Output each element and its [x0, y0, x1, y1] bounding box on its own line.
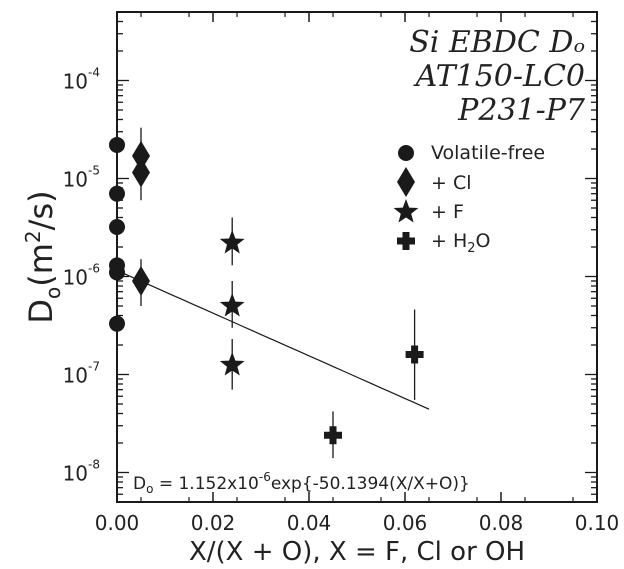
legend-diamond-symbol [397, 167, 415, 197]
legend-label-volatile-free: Volatile-free [431, 142, 545, 164]
star-point [219, 352, 245, 376]
star-point [219, 229, 245, 254]
legend-star-symbol [393, 199, 419, 223]
y-axis-label-rest: (m [22, 243, 60, 287]
x-tick-labels: 0.00 0.02 0.04 0.06 0.08 0.10 [95, 511, 620, 535]
y-tick-label: 10-5 [63, 163, 100, 191]
plus-point [405, 345, 424, 364]
legend-label-h2o-sub: 2 [467, 241, 475, 256]
legend-label-cl: + Cl [431, 172, 472, 194]
y-tick-label-exp: -7 [88, 359, 100, 373]
axis-ticks [116, 11, 598, 503]
legend-label-h2o-base: + H [431, 230, 467, 252]
circle-point [109, 264, 125, 281]
y-tick-label-base: 10 [63, 167, 88, 191]
y-axis-label-sup: 2 [21, 230, 45, 243]
x-tick-label: 0.02 [191, 511, 236, 535]
y-tick-label-base: 10 [63, 265, 88, 289]
legend-plus-marker [397, 232, 415, 250]
legend-item-cl: + Cl [397, 167, 472, 197]
circle-point [109, 136, 125, 153]
legend-plus-symbol [397, 232, 415, 250]
y-tick-label-exp: -5 [88, 163, 100, 177]
plus-point [324, 426, 342, 445]
y-tick-label-base: 10 [63, 69, 88, 93]
chart-title-line-2: AT150-LC0 [413, 59, 585, 94]
x-tick-label: 0.08 [479, 511, 524, 535]
star-point [219, 293, 245, 317]
plot-frame [116, 11, 598, 503]
x-tick-label: 0.04 [287, 511, 332, 535]
y-axis-label-sub: o [41, 287, 65, 299]
legend-circle-symbol [398, 145, 414, 161]
x-tick-label: 0.00 [95, 511, 140, 535]
legend-item-h2o: + H2O [397, 230, 491, 256]
fit-equation-lhs-sub: o [146, 482, 153, 496]
y-tick-label-exp: -6 [88, 261, 100, 275]
legend-circle-marker [398, 145, 414, 161]
circle-point [109, 185, 125, 202]
y-tick-labels: 10-810-710-610-510-4 [63, 65, 100, 485]
y-tick-label: 10-7 [63, 359, 100, 387]
data-points [109, 136, 424, 445]
chart-title-line-1: Si EBDC Dₒ [409, 25, 585, 60]
fit-equation-exp: -6 [259, 470, 271, 484]
legend-label-h2o: + H2O [431, 230, 491, 256]
error-bars [140, 127, 416, 459]
x-axis-label: X/(X + O), X = F, Cl or OH [189, 537, 525, 567]
diamond-point [132, 157, 150, 188]
fit-equation-mid: = 1.152x10 [153, 474, 258, 494]
circle-point [109, 315, 125, 332]
circle-point [109, 218, 125, 235]
chart-title-line-3: P231-P7 [457, 93, 586, 128]
diamond-point [132, 265, 150, 296]
y-axis-label-tail: /s) [22, 190, 60, 230]
fit-line [116, 269, 430, 410]
y-tick-label-base: 10 [63, 461, 88, 485]
legend-label-h2o-tail: O [476, 230, 491, 252]
y-tick-label-exp: -4 [88, 65, 100, 79]
y-axis-label: Do(m2/s) [21, 190, 65, 323]
legend: Volatile-free + Cl + F + H2O [393, 142, 545, 256]
x-tick-label: 0.10 [575, 511, 620, 535]
y-axis-label-base: D [22, 299, 60, 324]
y-tick-label-exp: -8 [88, 457, 100, 471]
y-tick-label-base: 10 [63, 363, 88, 387]
diamond-point [132, 140, 150, 171]
fit-equation-rhs: exp{-50.1394(X/X+O)} [271, 474, 470, 494]
x-tick-label: 0.06 [383, 511, 428, 535]
legend-diamond-marker [397, 167, 415, 197]
y-tick-label: 10-8 [63, 457, 100, 485]
legend-star-marker [393, 199, 419, 223]
y-tick-label: 10-4 [63, 65, 100, 93]
y-tick-label: 10-6 [63, 261, 100, 289]
legend-item-volatile-free: Volatile-free [398, 142, 545, 164]
fit-equation: Do = 1.152x10-6exp{-50.1394(X/X+O)} [133, 470, 470, 496]
legend-item-f: + F [393, 199, 464, 223]
legend-label-f: + F [431, 201, 464, 223]
fit-line-path [116, 269, 430, 410]
fit-equation-lhs-base: D [133, 474, 146, 494]
